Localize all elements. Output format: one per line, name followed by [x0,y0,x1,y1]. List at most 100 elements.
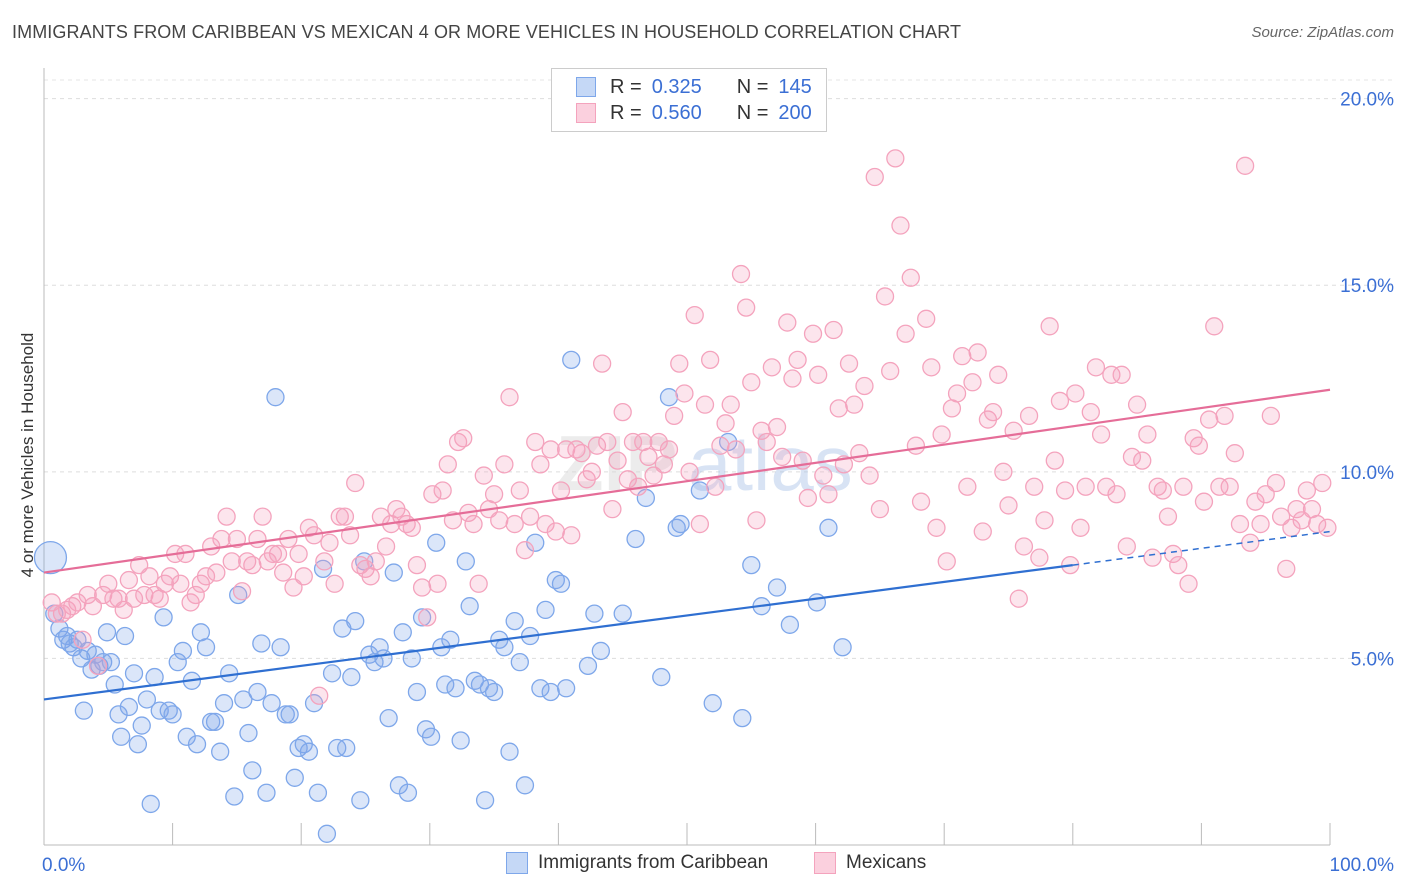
data-point-caribbean [74,701,94,720]
data-point-caribbean [379,708,398,728]
data-point-caribbean [833,638,852,657]
data-point-mexicans [500,388,519,407]
legend-swatch-caribbean-bottom [506,852,528,874]
data-point-mexicans [140,567,159,586]
data-point-mexicans [917,309,936,328]
data-point-caribbean [205,712,225,732]
trend-line-caribbean-extension [1072,530,1331,566]
data-point-caribbean [585,604,604,623]
data-point-caribbean [168,652,187,672]
data-point-mexicans [1205,317,1224,336]
data-point-mexicans [1102,365,1121,384]
series-caribbean [33,350,852,843]
data-point-caribbean [374,649,393,668]
data-point-caribbean [421,727,441,746]
data-point-mexicans [1122,447,1142,467]
data-point-mexicans [196,567,216,586]
data-point-mexicans [562,526,581,545]
data-point-mexicans [1266,473,1286,493]
data-point-mexicans [870,499,890,519]
data-point-mexicans [325,574,344,593]
data-point-mexicans [1045,451,1064,470]
data-point-caribbean [427,533,446,552]
data-point-mexicans [320,533,339,552]
data-point-mexicans [592,354,612,373]
data-point-caribbean [220,664,239,683]
data-point-mexicans [798,488,818,508]
data-point-mexicans [464,514,483,534]
data-point-mexicans [1127,395,1147,414]
data-point-mexicans [809,365,828,384]
data-point-mexicans [248,529,267,549]
legend-r-label: R = [610,75,642,98]
trend-line-caribbean [43,564,1073,701]
data-point-caribbean [299,742,319,761]
data-point-caribbean [407,682,427,702]
legend-r-value-mexicans: 0.560 [651,101,702,124]
data-point-mexicans [819,485,838,504]
data-point-mexicans [675,384,694,403]
data-point-caribbean [742,555,761,575]
data-point-mexicans [541,440,560,459]
data-point-mexicans [927,518,946,537]
legend-item-caribbean: Immigrants from Caribbean [506,852,768,874]
data-point-mexicans [922,358,941,377]
data-point-mexicans [742,373,761,392]
data-point-mexicans [649,432,668,452]
data-point-mexicans [1297,481,1317,500]
legend-n-value-mexicans: 200 [778,101,812,124]
legend-swatch-caribbean [576,77,596,97]
data-point-mexicans [1107,485,1126,504]
data-point-mexicans [310,686,329,705]
legend-n-label: N = [736,75,769,98]
data-point-mexicans [284,578,303,597]
data-point-mexicans [989,365,1008,384]
data-point-caribbean [163,705,182,724]
data-point-caribbean [115,626,135,646]
data-point-caribbean [109,705,128,724]
data-point-mexicans [891,216,910,235]
data-point-mexicans [526,432,545,452]
data-point-mexicans [623,432,643,452]
data-point-mexicans [47,604,67,623]
data-point-caribbean [187,735,207,754]
data-point-mexicans [109,589,128,608]
data-point-mexicans [695,395,715,414]
legend-r-label: R = [610,101,642,124]
legend-label-caribbean: Immigrants from Caribbean [538,852,769,873]
data-point-caribbean [154,608,173,627]
data-point-mexicans [1076,477,1095,496]
data-point-caribbean [248,682,267,702]
data-point-mexicans [1071,518,1090,537]
data-point-mexicans [1251,514,1270,534]
data-point-caribbean [690,481,710,500]
data-point-mexicans [896,324,915,343]
data-point-mexicans [124,589,144,608]
data-point-mexicans [906,436,926,455]
data-point-caribbean [515,776,535,795]
data-point-mexicans [1318,518,1337,537]
data-point-mexicans [104,589,123,608]
source-label: Source: ZipAtlas.com [1251,24,1394,41]
data-point-mexicans [618,470,637,489]
data-point-mexicans [274,563,293,582]
data-point-caribbean [819,518,838,537]
data-point-caribbean [141,794,160,814]
data-point-mexicans [757,432,776,452]
data-point-mexicans [1313,473,1332,493]
data-point-mexicans [737,298,756,317]
data-point-caribbean [346,611,365,631]
data-point-mexicans [268,544,288,564]
correlation-legend: R = 0.325 N = 145 R = 0.560 N = 200 [551,68,827,132]
data-point-mexicans [680,462,699,481]
data-point-mexicans [315,552,334,571]
data-point-mexicans [232,582,252,601]
data-point-mexicans [1230,514,1250,534]
data-point-mexicans [335,507,355,526]
data-point-mexicans [721,395,740,414]
data-point-caribbean [652,667,671,687]
data-point-mexicans [186,585,205,605]
data-point-mexicans [515,541,535,560]
x-tick-label-max: 100.0% [1330,855,1395,876]
data-point-mexicans [83,597,103,616]
